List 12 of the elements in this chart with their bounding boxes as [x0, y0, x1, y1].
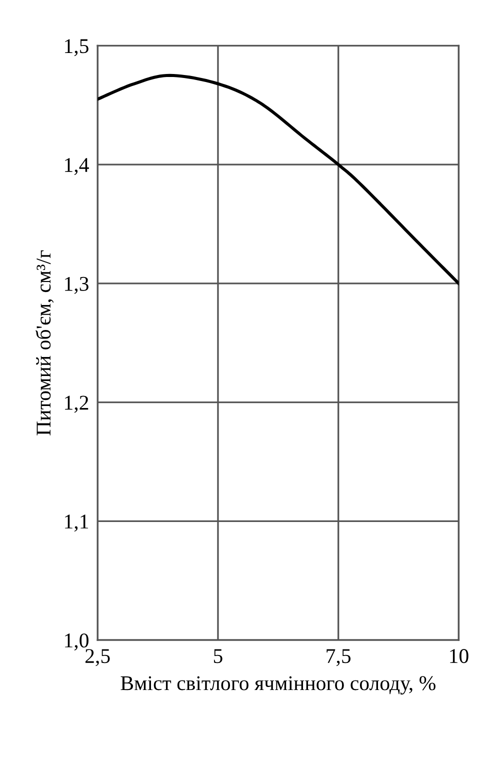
y-tick-label: 1,4	[65, 158, 89, 176]
y-tick-label: 1,2	[65, 396, 88, 413]
y-tick-label: 1,0	[65, 633, 88, 651]
y-tick-label: 1,1	[65, 514, 88, 532]
x-tick-label: 10	[450, 649, 468, 664]
x-tick-label: 7,5	[326, 649, 351, 666]
y-tick-label: 1,3	[65, 276, 88, 294]
y-axis-title: Питомий об'єм, см³/г	[36, 250, 54, 436]
x-tick-label: 2,5	[85, 649, 110, 666]
x-tick-label: 5	[214, 649, 222, 664]
y-tick-label: 1,5	[65, 39, 88, 56]
x-axis-title: Вміст світлого ячмінного солоду, %	[120, 676, 436, 695]
